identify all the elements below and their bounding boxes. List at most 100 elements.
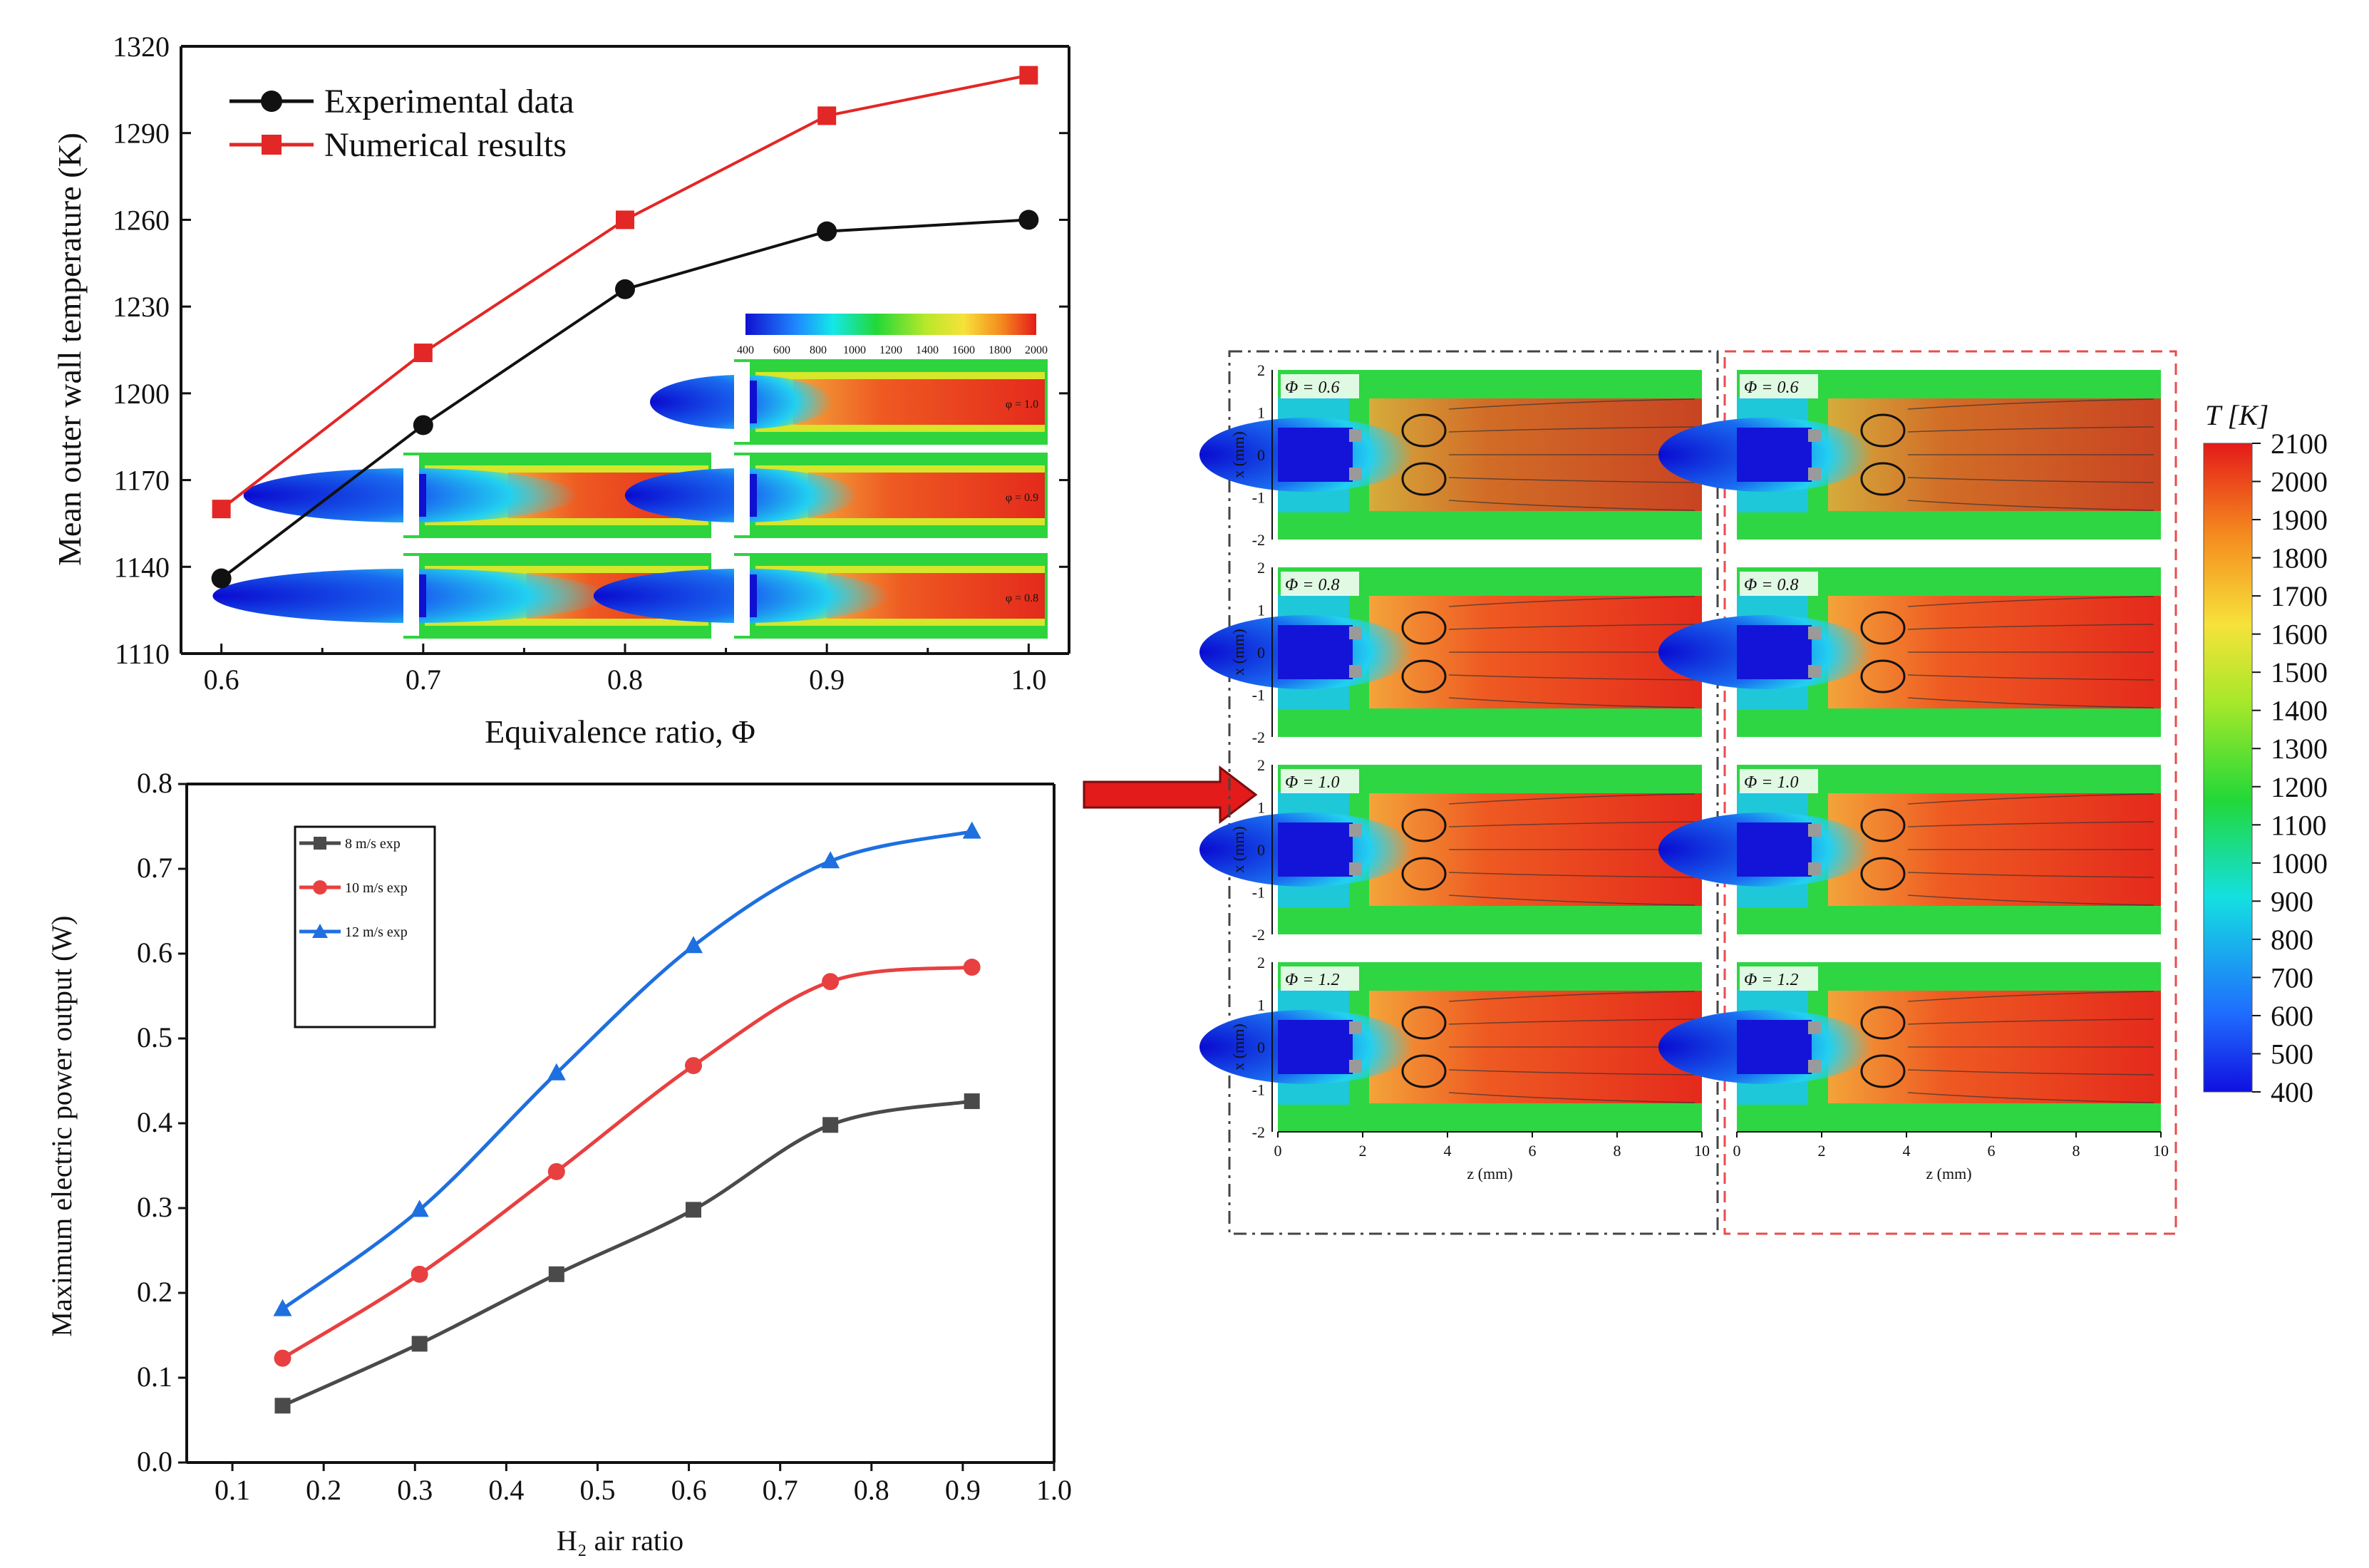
contour-panel: Φ = 0.6 [1658, 370, 2161, 540]
colorbar-tick-label: 1500 [2271, 656, 2328, 688]
inset-panel-label: φ = 1.0 [1006, 398, 1038, 411]
chart2-xlabel: H₂ air ratio [557, 1525, 683, 1557]
y-tick-label: 2 [1257, 954, 1265, 971]
inset-colorbar-label: 1200 [879, 344, 902, 356]
contour-jet [1737, 1020, 1812, 1074]
streamline [1907, 894, 2154, 906]
colorbar-tick-label: 400 [2271, 1076, 2313, 1108]
y-tick-label: 1260 [113, 204, 170, 236]
legend-12ms: 12 m/s exp [345, 924, 408, 940]
streamline [1448, 426, 1696, 433]
streamline [1907, 991, 2154, 1002]
contour-bluff [1349, 1021, 1362, 1034]
colorbar-tick-label: 1400 [2271, 695, 2328, 727]
y-axis-label: x (mm) [1229, 431, 1247, 478]
contour-bluff [1808, 862, 1821, 875]
y-tick-label: -2 [1252, 1123, 1265, 1141]
streamline [1907, 596, 2154, 607]
data-point [411, 1265, 428, 1283]
x-tick-label: 8 [2073, 1142, 2080, 1160]
inset-panel: φ = 0.9 [624, 453, 1048, 538]
colorbar-tick-label: 800 [2271, 924, 2313, 956]
contour-jet [1278, 625, 1353, 679]
data-point [1018, 210, 1039, 230]
streamline [1448, 821, 1696, 827]
data-point [615, 279, 635, 299]
y-tick-label: 2 [1257, 756, 1265, 774]
y-tick-label: -1 [1252, 686, 1265, 704]
panel-label: Φ = 0.8 [1285, 576, 1339, 594]
colorbar-title: T [K] [2205, 399, 2269, 431]
y-tick-label: 2 [1257, 559, 1265, 577]
streamline [1907, 821, 2154, 827]
data-point [963, 959, 981, 976]
contour-panel: Φ = 1.0 2 1 0 -1 -2 x (mm) [1199, 756, 1702, 944]
chart1-legend: Experimental data Numerical results [229, 83, 574, 164]
x-tick-label: 0.7 [406, 664, 441, 696]
streamline [1448, 398, 1696, 410]
colorbar-tick-label: 2000 [2271, 466, 2328, 498]
data-point [683, 936, 703, 954]
y-tick-label: 1140 [113, 551, 170, 583]
vortex [1401, 1006, 1447, 1040]
vortex [1860, 808, 1906, 842]
panel-label-bg [1740, 966, 1818, 991]
vortex [1401, 413, 1447, 448]
streamline [1907, 674, 2154, 681]
contour-bluff [1349, 429, 1362, 442]
streamline [1907, 1092, 2154, 1103]
panel-label: Φ = 1.2 [1285, 971, 1339, 989]
x-tick-label: 0.3 [397, 1474, 433, 1506]
inset-colorbar-label: 400 [737, 344, 754, 356]
inset-contours: φ = 0.7φ = 0.6φ = 1.0φ = 0.9φ = 0.8 [212, 359, 1048, 639]
colorbar-tick-label: 1100 [2271, 809, 2327, 841]
data-point [962, 821, 981, 839]
vortex [1860, 857, 1906, 891]
vortex [1860, 462, 1906, 496]
panel-label: Φ = 1.2 [1744, 971, 1798, 989]
inset-panel: φ = 0.8 [593, 553, 1048, 639]
streamline [1448, 477, 1696, 483]
x-tick-label: 1.0 [1011, 664, 1046, 696]
y-axis-label: x (mm) [1229, 629, 1247, 675]
y-tick-label: 1230 [113, 291, 170, 323]
x-axis-label: z (mm) [1467, 1165, 1512, 1182]
vortex [1860, 413, 1906, 448]
legend-experimental: Experimental data [324, 83, 574, 120]
x-tick-label: 0 [1274, 1142, 1282, 1160]
contour-bluff [1349, 626, 1362, 639]
streamline [1907, 398, 2154, 410]
streamline [1907, 624, 2154, 630]
x-tick-label: 0.6 [671, 1474, 707, 1506]
power-chart: 0.0 0.1 0.2 0.3 0.4 0.5 0.6 0.7 0.8 0.1 0.2 0.3 0.4… [46, 767, 1072, 1557]
y-tick-label: 0.1 [137, 1361, 172, 1393]
x-tick-label: 0.2 [306, 1474, 341, 1506]
streamline [1907, 477, 2154, 483]
inset-colorbar-label: 1600 [952, 344, 975, 356]
inset-panel-inlet [403, 455, 419, 535]
inset-colorbar: 400 600 800 1000 1200 1400 1600 1800 2000 [737, 314, 1048, 356]
contour-bluff [1808, 1060, 1821, 1073]
panel-label: Φ = 1.0 [1285, 773, 1339, 792]
y-tick-label: 0.7 [137, 852, 172, 884]
x-tick-label: 10 [1694, 1142, 1710, 1160]
streamline [1448, 1092, 1696, 1103]
streamline [1448, 991, 1696, 1002]
panel-label: Φ = 0.6 [1285, 378, 1339, 397]
y-tick-label: 0 [1257, 446, 1265, 464]
data-point [547, 1162, 565, 1180]
vortex [1860, 611, 1906, 645]
series-line-2 [282, 830, 973, 1311]
inset-colorbar-label: 2000 [1025, 344, 1048, 356]
colorbar-tick-label: 1000 [2271, 847, 2328, 880]
vortex [1401, 611, 1447, 645]
data-point [410, 1200, 429, 1217]
vortex [1401, 857, 1447, 891]
y-tick-label: -2 [1252, 531, 1265, 549]
streamline [1907, 697, 2154, 708]
inset-colorbar-label: 800 [810, 344, 827, 356]
colorbar-tick-label: 600 [2271, 1000, 2313, 1032]
inset-colorbar-label: 1400 [916, 344, 939, 356]
x-tick-label: 10 [2153, 1142, 2169, 1160]
vortex [1401, 808, 1447, 842]
